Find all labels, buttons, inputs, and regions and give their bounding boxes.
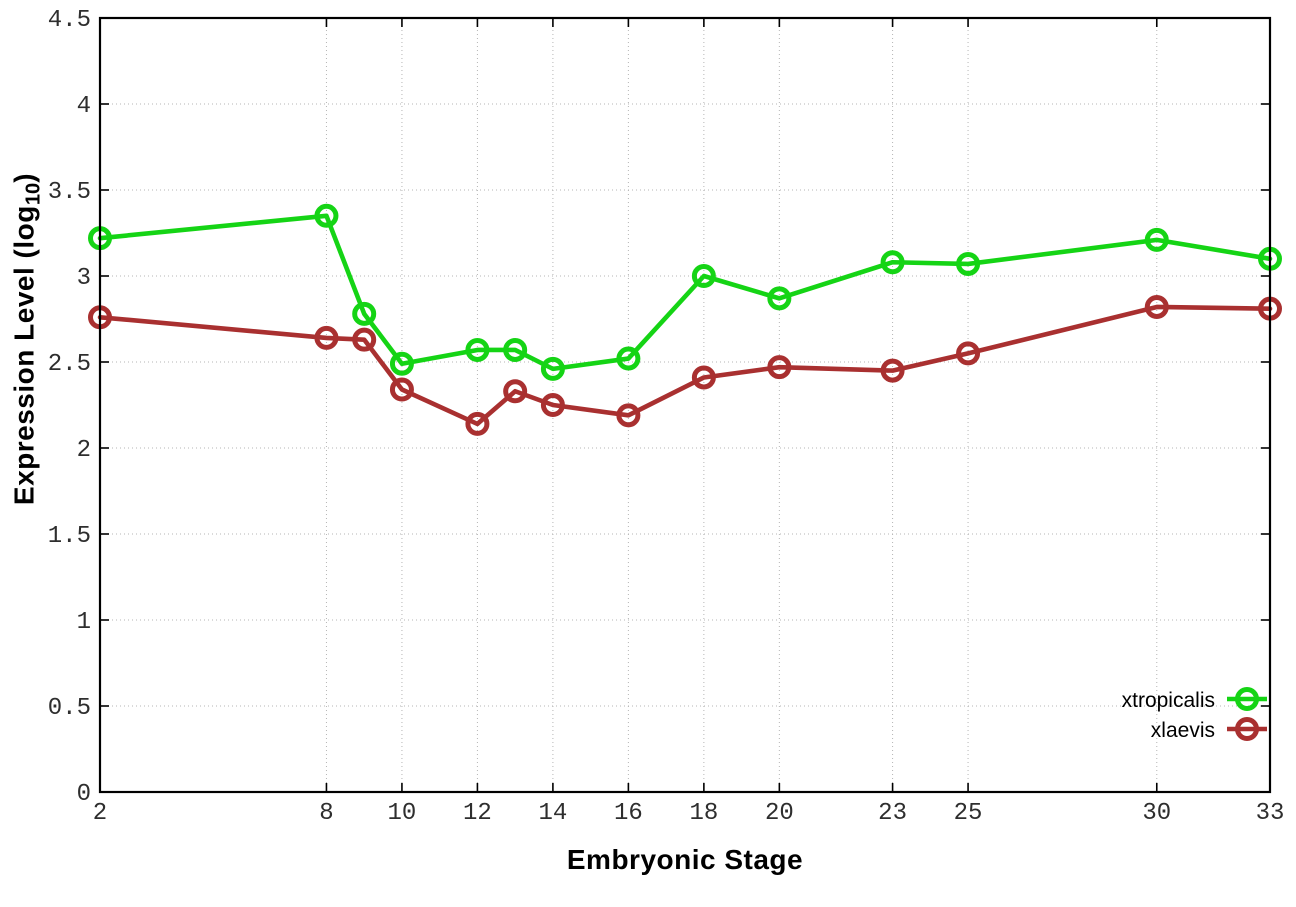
data-point-xtropicalis <box>1144 227 1169 252</box>
x-tick-label: 12 <box>463 800 492 827</box>
y-tick-label: 2.5 <box>48 351 91 378</box>
data-point-xtropicalis <box>880 250 905 275</box>
y-tick-label: 1.5 <box>48 523 91 550</box>
y-tick-label: 1 <box>77 609 91 636</box>
legend-marker-xlaevis <box>1235 717 1259 741</box>
data-point-xlaevis <box>352 327 377 352</box>
series-line-xtropicalis <box>97 213 1273 372</box>
data-point-xtropicalis <box>465 337 490 362</box>
x-tick-label: 20 <box>765 800 794 827</box>
x-tick-label: 16 <box>614 800 643 827</box>
data-point-xtropicalis <box>314 203 339 228</box>
data-point-xlaevis <box>616 403 641 428</box>
x-tick-label: 25 <box>954 800 983 827</box>
data-point-xtropicalis <box>540 356 565 381</box>
plot-border <box>98 16 1272 794</box>
data-point-xlaevis <box>691 365 716 390</box>
series-line-xlaevis <box>97 304 1273 427</box>
data-point-xlaevis <box>314 325 339 350</box>
data-point-xtropicalis <box>956 251 981 276</box>
data-point-xlaevis <box>1144 294 1169 319</box>
x-tick-label: 33 <box>1256 800 1285 827</box>
data-series <box>88 203 1282 436</box>
data-point-xlaevis <box>503 379 528 404</box>
y-axis-title-subscript: 10 <box>22 182 45 206</box>
x-tick-label: 8 <box>319 800 333 827</box>
y-axis-title: Expression Level (log10) <box>9 173 46 505</box>
data-point-xtropicalis <box>616 346 641 371</box>
x-tick-label: 14 <box>538 800 567 827</box>
y-tick-label: 4 <box>77 93 91 120</box>
data-point-xlaevis <box>956 341 981 366</box>
y-tick-label: 4.5 <box>48 7 91 34</box>
data-point-xlaevis <box>767 355 792 380</box>
x-tick-label: 30 <box>1142 800 1171 827</box>
y-axis-title-close: ) <box>8 172 40 183</box>
data-point-xlaevis <box>465 411 490 436</box>
axis-ticks <box>99 17 1271 793</box>
data-point-xtropicalis <box>691 264 716 288</box>
x-tick-label: 10 <box>388 800 417 827</box>
tick-labels: 2 8 10 12 14 16 18 20 23 25 30 33 0 0.5 1 1.5 2 2.5 3 3.5 4 4… <box>48 7 1285 827</box>
x-tick-label: 23 <box>878 800 907 827</box>
data-point-xlaevis <box>540 393 565 417</box>
x-axis-title: Embryonic Stage <box>566 844 804 875</box>
legend-label-xlaevis: xlaevis <box>1151 719 1215 742</box>
gridlines <box>100 18 1270 792</box>
y-tick-label: 0.5 <box>48 695 91 722</box>
legend-label-xtropicalis: xtropicalis <box>1122 689 1215 712</box>
data-point-xtropicalis <box>767 286 792 311</box>
y-tick-label: 3 <box>77 265 91 292</box>
legend-marker-samples <box>1227 687 1267 741</box>
y-tick-label: 3.5 <box>48 179 91 206</box>
x-tick-label: 2 <box>93 800 107 827</box>
data-point-xlaevis <box>389 377 414 402</box>
y-axis-title-text: Expression Level (log <box>8 205 40 506</box>
legend: xtropicalis xlaevis <box>1122 687 1267 742</box>
data-point-xtropicalis <box>389 351 414 376</box>
legend-marker-xtropicalis <box>1235 687 1259 711</box>
y-tick-label: 0 <box>77 781 91 808</box>
data-point-xtropicalis <box>352 301 377 326</box>
y-tick-label: 2 <box>77 437 91 464</box>
data-point-xtropicalis <box>503 337 528 362</box>
data-point-xlaevis <box>880 358 905 383</box>
x-tick-label: 18 <box>689 800 718 827</box>
